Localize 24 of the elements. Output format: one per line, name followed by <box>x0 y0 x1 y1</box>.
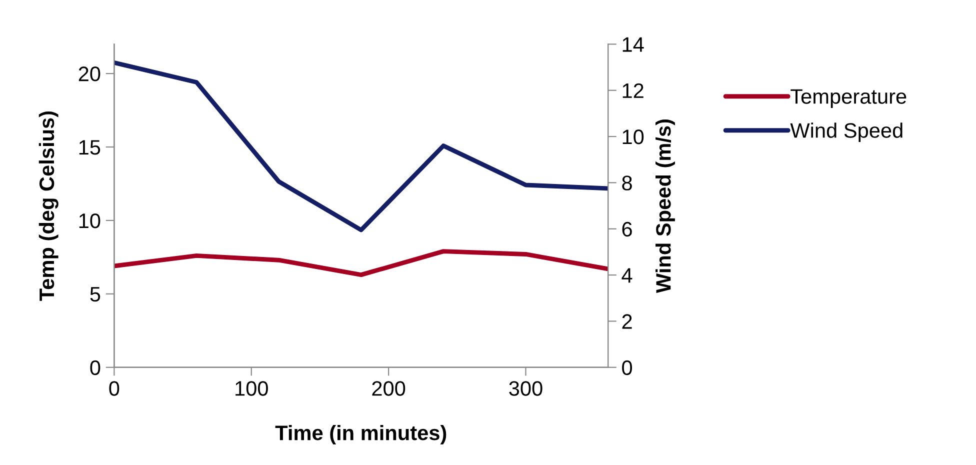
y2-tick-label: 10 <box>622 130 644 144</box>
x-tick-label: 300 <box>509 381 542 396</box>
legend-label: Wind Speed <box>790 122 902 142</box>
y-tick-label: 10 <box>79 213 100 228</box>
line-series <box>114 249 608 278</box>
y-tick-label: 0 <box>90 360 100 376</box>
y2-tick-label: 0 <box>622 360 632 376</box>
y-tick-label: 20 <box>78 66 100 82</box>
y2-tick-label: 14 <box>622 37 644 52</box>
y2-tick-label: 8 <box>622 176 632 190</box>
x-axis-title: Time (in minutes) <box>275 424 446 444</box>
y2-tick-label: 4 <box>622 268 632 283</box>
legend-label: Temperature <box>790 89 906 108</box>
y-tick-label: 5 <box>90 287 100 302</box>
y2-tick-label: 2 <box>622 314 632 329</box>
y-tick-label: 15 <box>79 140 100 155</box>
x-tick-label: 0 <box>109 381 120 396</box>
line-series <box>114 60 608 232</box>
x-tick-label: 100 <box>236 381 268 396</box>
y2-axis-title: Wind Speed (m/s) <box>656 120 675 294</box>
y2-tick-label: 12 <box>622 83 644 98</box>
y-axis-title: Temp (deg Celsius) <box>38 111 58 301</box>
y2-tick-label: 6 <box>622 222 632 237</box>
x-tick-label: 200 <box>372 381 406 396</box>
